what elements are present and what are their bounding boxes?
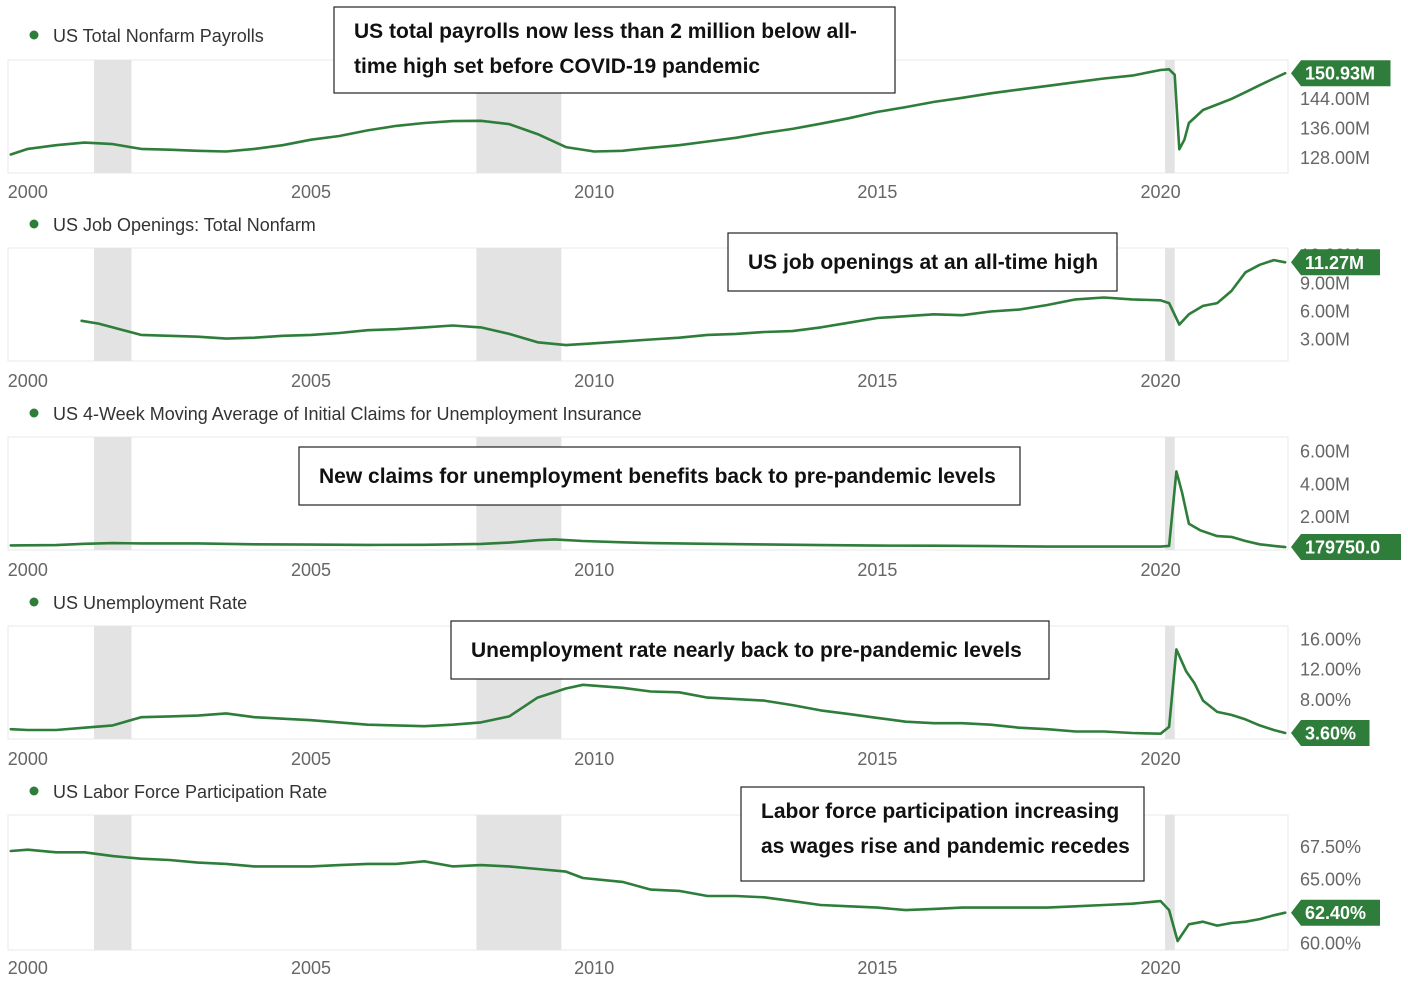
chart-panel-3: US 4-Week Moving Average of Initial Clai…	[7, 404, 1401, 580]
x-tick-label: 2005	[291, 958, 331, 978]
annotation-text: US total payrolls now less than 2 millio…	[354, 20, 857, 43]
annotation-text: Labor force participation increasing	[761, 800, 1119, 823]
last-value-label: 179750.0	[1305, 538, 1380, 558]
series-line	[80, 258, 1287, 347]
x-tick-label: 2010	[574, 749, 614, 769]
x-tick-label: 2005	[291, 560, 331, 580]
recession-band	[1165, 437, 1175, 550]
last-value-label: 62.40%	[1305, 903, 1366, 923]
annotation-box	[727, 232, 1118, 292]
legend-dot	[29, 408, 39, 418]
annotation-text: US job openings at an all-time high	[748, 251, 1098, 274]
annotation-text: Unemployment rate nearly back to pre-pan…	[471, 639, 1022, 662]
chart-panel-5: US Labor Force Participation Rate 2000 200…	[7, 782, 1380, 978]
y-tick-label: 136.00M	[1300, 119, 1370, 139]
y-tick-label: 6.00M	[1300, 302, 1350, 322]
x-tick-label: 2000	[8, 560, 48, 580]
recession-band	[94, 248, 132, 361]
last-value-badge	[1291, 534, 1401, 561]
last-value-badge	[1291, 719, 1370, 746]
x-tick-label: 2020	[1141, 560, 1181, 580]
x-tick-label: 2005	[291, 749, 331, 769]
x-tick-label: 2015	[857, 749, 897, 769]
last-value-badge	[1291, 249, 1380, 276]
last-value-badge	[1291, 899, 1380, 926]
y-tick-label: 128.00M	[1300, 148, 1370, 168]
x-tick-label: 2000	[8, 371, 48, 391]
y-tick-label: 3.00M	[1300, 330, 1350, 350]
last-value-label: 11.27M	[1305, 253, 1364, 273]
x-tick-label: 2010	[574, 958, 614, 978]
x-tick-label: 2000	[8, 749, 48, 769]
recession-band	[1165, 626, 1175, 739]
recession-band	[94, 815, 132, 950]
y-tick-label: 65.00%	[1300, 869, 1361, 889]
y-tick-label: 8.00%	[1300, 690, 1351, 710]
x-tick-label: 2020	[1141, 749, 1181, 769]
x-tick-label: 2015	[857, 958, 897, 978]
x-tick-label: 2005	[291, 182, 331, 202]
recession-band	[94, 60, 132, 173]
x-tick-label: 2005	[291, 371, 331, 391]
chart-panel-4: US Unemployment Rate 2000 2005 2010 2015 2020…	[7, 593, 1370, 769]
legend-dot	[29, 786, 39, 796]
legend-label: US Job Openings: Total Nonfarm	[53, 215, 316, 235]
series-line	[9, 470, 1287, 549]
series-line	[9, 68, 1287, 156]
plot-frame	[7, 247, 1289, 362]
y-tick-label: 144.00M	[1300, 89, 1370, 109]
y-tick-label: 6.00M	[1300, 442, 1350, 462]
legend-dot	[29, 30, 39, 40]
annotation-box	[298, 446, 1021, 506]
plot-frame	[7, 814, 1289, 951]
x-tick-label: 2010	[574, 371, 614, 391]
annotation-text: New claims for unemployment benefits bac…	[319, 465, 996, 488]
recession-band	[94, 626, 132, 739]
recession-band	[94, 437, 132, 550]
recession-band	[1165, 60, 1175, 173]
x-tick-label: 2015	[857, 182, 897, 202]
series-line	[9, 648, 1287, 735]
chart-panel-2: US Job Openings: Total Nonfarm 2000 2005 20…	[7, 215, 1380, 391]
chart-panel-1: US Total Nonfarm Payrolls 2000 2005 2010 201…	[7, 6, 1391, 202]
x-tick-label: 2015	[857, 560, 897, 580]
plot-frame	[7, 436, 1289, 551]
legend-label: US Unemployment Rate	[53, 593, 247, 613]
y-tick-label: 67.50%	[1300, 837, 1361, 857]
y-tick-label: 4.00M	[1300, 474, 1350, 494]
x-tick-label: 2020	[1141, 371, 1181, 391]
x-tick-label: 2000	[8, 958, 48, 978]
legend-label: US Total Nonfarm Payrolls	[53, 26, 264, 46]
y-tick-label: 2.00M	[1300, 507, 1350, 527]
annotation-box	[333, 6, 896, 94]
x-tick-label: 2010	[574, 182, 614, 202]
y-tick-label: 9.00M	[1300, 273, 1350, 293]
annotation-text: time high set before COVID-19 pandemic	[354, 55, 760, 78]
x-tick-label: 2015	[857, 371, 897, 391]
series-line	[9, 848, 1287, 943]
x-tick-label: 2010	[574, 560, 614, 580]
y-tick-label: 16.00%	[1300, 630, 1361, 650]
legend-label: US Labor Force Participation Rate	[53, 782, 327, 802]
last-value-label: 3.60%	[1305, 723, 1356, 743]
legend-dot	[29, 219, 39, 229]
recession-band	[1165, 815, 1175, 950]
annotation-box	[740, 786, 1145, 882]
x-tick-label: 2020	[1141, 958, 1181, 978]
annotation-text: as wages rise and pandemic recedes	[761, 835, 1130, 858]
legend-dot	[29, 597, 39, 607]
legend-label: US 4-Week Moving Average of Initial Clai…	[53, 404, 642, 424]
y-tick-label: 12.00%	[1300, 660, 1361, 680]
last-value-badge	[1291, 60, 1391, 87]
annotation-box	[450, 620, 1050, 680]
y-tick-label: 60.00%	[1300, 934, 1361, 954]
x-tick-label: 2020	[1141, 182, 1181, 202]
recession-band	[476, 815, 562, 950]
x-tick-label: 2000	[8, 182, 48, 202]
last-value-label: 150.93M	[1305, 64, 1375, 84]
